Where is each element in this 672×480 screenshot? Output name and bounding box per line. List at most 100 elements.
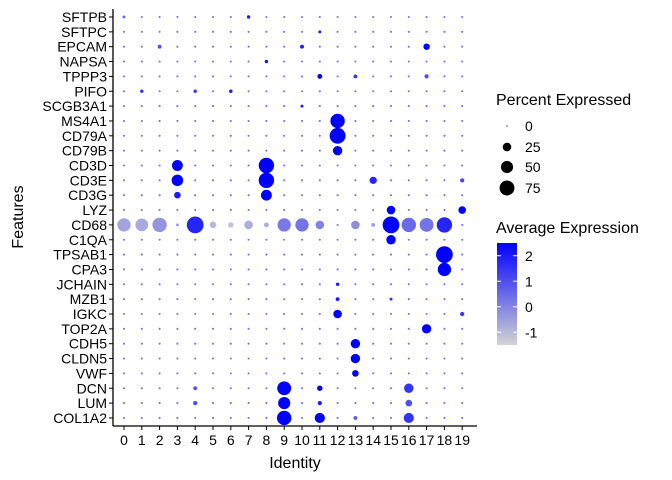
x-tick-label: 3: [174, 432, 182, 448]
dot: [229, 312, 232, 316]
x-tick-label: 1: [138, 432, 146, 448]
dot: [140, 372, 143, 375]
dot: [122, 268, 126, 271]
dot: [283, 105, 286, 108]
dot: [229, 283, 232, 286]
dot: [369, 176, 377, 184]
size-legend-label: 0: [525, 118, 533, 134]
dot: [443, 402, 446, 405]
dot: [300, 90, 304, 93]
dot: [354, 402, 357, 405]
dot: [300, 387, 304, 390]
dot: [171, 174, 184, 187]
dot: [158, 105, 161, 108]
dot: [300, 164, 304, 167]
dot: [389, 327, 393, 330]
dot: [461, 90, 464, 93]
dot: [283, 149, 286, 152]
dot: [372, 149, 375, 152]
dot: [336, 194, 339, 197]
dot: [158, 253, 161, 256]
dot: [140, 342, 143, 345]
dot: [372, 357, 375, 360]
dot: [407, 119, 410, 123]
dot: [354, 268, 357, 271]
dot: [372, 164, 375, 167]
dot: [140, 60, 143, 63]
dot: [389, 372, 393, 375]
y-tick-label: SFTPC: [61, 24, 107, 40]
dot: [372, 15, 375, 19]
dot: [229, 357, 232, 360]
dot: [140, 89, 144, 93]
dot: [247, 119, 250, 123]
dot: [265, 105, 268, 108]
dot: [300, 75, 304, 78]
x-axis-ticks: [123, 426, 463, 430]
dot: [176, 45, 179, 48]
dot: [265, 327, 268, 330]
dot: [211, 342, 215, 345]
dot: [122, 60, 126, 63]
dot: [300, 44, 304, 49]
dot: [122, 75, 126, 78]
dot: [425, 149, 428, 152]
dot: [407, 283, 410, 286]
dot: [247, 45, 250, 48]
dot: [247, 60, 250, 63]
dot: [407, 75, 410, 78]
dot: [140, 298, 143, 301]
dot: [122, 372, 126, 375]
x-tick-label: 16: [401, 432, 417, 448]
x-tick-label: 18: [437, 432, 453, 448]
dot: [354, 253, 357, 256]
dot: [461, 30, 464, 33]
dot: [443, 387, 446, 390]
dot: [122, 15, 126, 19]
dot: [300, 179, 304, 182]
dot: [283, 312, 286, 316]
dot: [300, 372, 304, 375]
dot: [176, 342, 179, 345]
dot: [229, 372, 232, 375]
dot: [351, 220, 360, 230]
dot: [404, 383, 414, 393]
dot: [122, 283, 126, 286]
size-legend-label: 50: [525, 159, 541, 175]
dot: [176, 298, 179, 301]
dot: [176, 208, 179, 212]
dot: [300, 327, 304, 330]
dot: [318, 298, 321, 301]
dot: [300, 104, 304, 108]
dot: [354, 105, 357, 108]
dot: [283, 119, 286, 123]
dot: [176, 416, 179, 420]
dot: [401, 217, 416, 233]
dot: [122, 387, 126, 390]
dot: [265, 90, 268, 93]
dot: [389, 90, 393, 93]
y-tick-label: CLDN5: [61, 351, 107, 367]
dot: [140, 268, 143, 271]
x-axis-tick-labels: 0 1 2 3 4 5 6 7 8 9 10 11 12 13 14 15 16 17 18 19: [120, 432, 470, 448]
dot: [461, 75, 464, 78]
dot: [158, 149, 161, 152]
dot: [122, 357, 126, 360]
dot: [461, 194, 464, 197]
dot: [158, 312, 161, 316]
dot: [443, 312, 446, 316]
dot: [461, 268, 464, 271]
dot: [229, 15, 232, 19]
x-tick-label: 15: [383, 432, 399, 448]
dot: [461, 416, 464, 420]
dot: [425, 134, 428, 137]
dot: [283, 164, 286, 167]
dot: [140, 45, 143, 48]
dot: [247, 134, 250, 137]
dot: [336, 105, 339, 108]
dot: [425, 268, 428, 271]
dot: [336, 45, 339, 48]
dot: [425, 416, 428, 420]
y-tick-label: JCHAIN: [56, 276, 107, 292]
dot: [443, 357, 446, 360]
